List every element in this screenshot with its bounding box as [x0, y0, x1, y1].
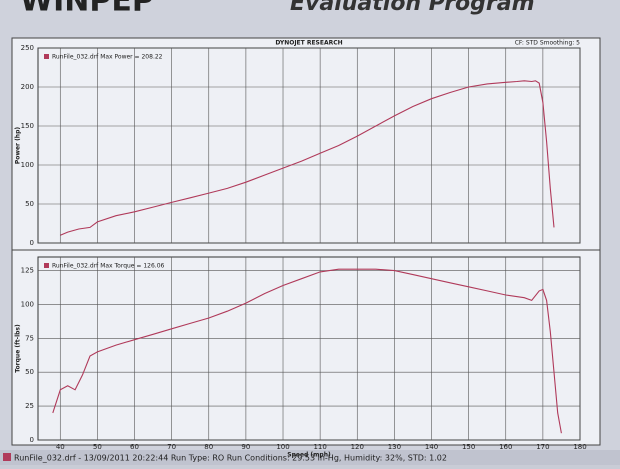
y-tick-label: 50	[25, 368, 34, 376]
x-tick-label: 50	[93, 443, 102, 451]
y-tick-label: 0	[30, 239, 34, 247]
data-line	[60, 80, 555, 236]
legend-swatch	[44, 263, 49, 268]
x-tick-label: 120	[351, 443, 364, 451]
y-axis-label: Power (hp)	[15, 127, 22, 164]
y-tick-label: 250	[21, 44, 34, 52]
y-tick-label: 100	[21, 161, 34, 169]
data-line	[52, 268, 562, 434]
logo: WINPEP	[20, 0, 154, 19]
y-tick-label: 100	[21, 300, 34, 308]
x-tick-label: 70	[167, 443, 176, 451]
x-tick-label: 80	[204, 443, 213, 451]
y-tick-label: 125	[21, 267, 34, 275]
y-tick-label: 50	[25, 200, 34, 208]
x-tick-label: 140	[425, 443, 438, 451]
y-tick-label: 200	[21, 83, 34, 91]
status-bar	[0, 450, 620, 465]
chart-subtitle: CF: STD Smoothing: 5	[515, 40, 580, 47]
x-tick-label: 150	[462, 443, 475, 451]
status-text: RunFile_032.drf - 13/09/2011 20:22:44 Ru…	[14, 454, 447, 463]
status-icon	[3, 453, 11, 461]
panel	[11, 249, 601, 446]
legend-label: RunFile_032.drf Max Power = 208.22	[52, 54, 163, 61]
x-tick-label: 60	[130, 443, 139, 451]
x-tick-label: 130	[388, 443, 401, 451]
panel	[11, 37, 601, 251]
y-tick-label: 25	[25, 402, 34, 410]
x-tick-label: 180	[573, 443, 586, 451]
x-tick-label: 100	[276, 443, 289, 451]
x-tick-label: 110	[313, 443, 326, 451]
legend-label: RunFile_032.drf Max Torque = 126.06	[52, 263, 165, 270]
y-tick-label: 75	[25, 334, 34, 342]
program-title: Evaluation Program	[290, 0, 535, 16]
x-tick-label: 160	[499, 443, 512, 451]
chart-title: DYNOJET RESEARCH	[275, 40, 342, 47]
x-tick-label: 90	[241, 443, 250, 451]
y-tick-label: 150	[21, 122, 34, 130]
legend-swatch	[44, 54, 49, 59]
y-tick-label: 0	[30, 436, 34, 444]
x-tick-label: 170	[536, 443, 549, 451]
y-axis-label: Torque (ft-lbs)	[15, 324, 22, 373]
x-axis-label: Speed (mph)	[287, 452, 331, 459]
x-tick-label: 40	[56, 443, 65, 451]
